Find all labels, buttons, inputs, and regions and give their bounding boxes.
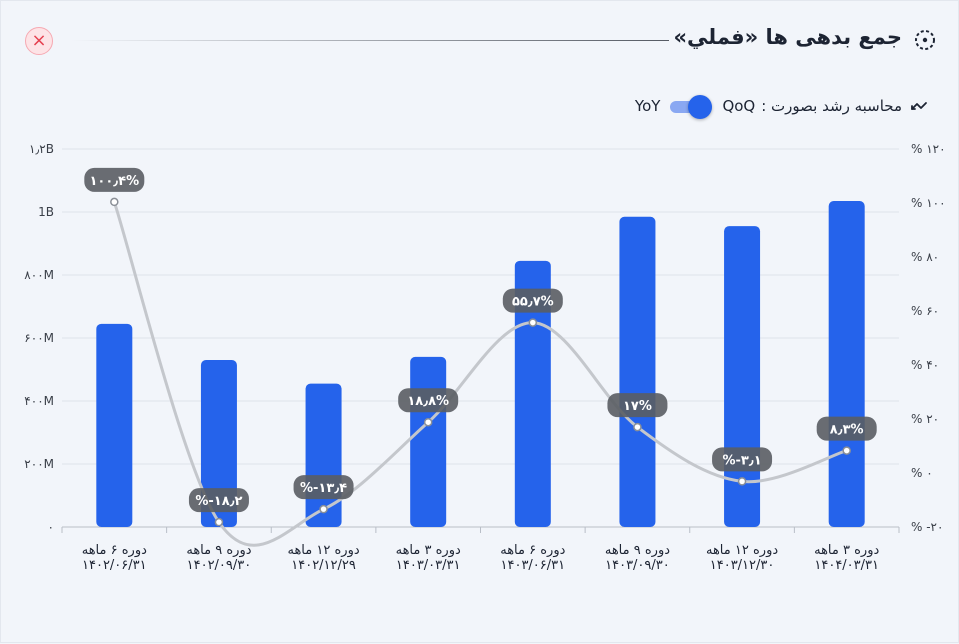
yoy-option-label[interactable]: YoY — [634, 97, 661, 115]
growth-point — [737, 477, 747, 486]
y-right-tick-label: % ۱۰۰ — [911, 196, 946, 210]
growth-label-badge — [84, 167, 145, 192]
growth-point — [423, 417, 433, 427]
bar — [410, 356, 447, 527]
y-right-tick-label: % ۶۰ — [911, 304, 939, 318]
growth-label: %-۱۸٫۲ — [195, 494, 242, 509]
y-left-tick-label: ۴۰۰M — [24, 394, 54, 408]
y-left-tick-label: 1B — [38, 205, 54, 219]
y-right-tick-label: % ۴۰ — [911, 358, 939, 372]
growth-label-badge — [188, 488, 249, 513]
growth-point — [110, 197, 119, 207]
x-tick-date-label: ۱۴۰۳/۰۳/۳۱ — [396, 558, 461, 573]
growth-label: ۸٫۳% — [830, 423, 864, 438]
x-tick-label: دوره ۳ ماهه — [396, 543, 461, 558]
y-left-tick-label: ۲۰۰M — [24, 457, 54, 471]
growth-point — [528, 318, 538, 327]
x-tick-label: دوره ۹ ماهه — [605, 543, 670, 558]
growth-label-badge — [607, 393, 668, 418]
title-divider — [71, 40, 669, 41]
y-right-tick-label: % ۲۰ — [911, 412, 939, 426]
close-icon: × — [31, 30, 47, 51]
growth-label-badge — [502, 288, 563, 313]
x-tick-label: دوره ۳ ماهه — [814, 543, 879, 558]
y-left-tick-label: ۸۰۰M — [24, 268, 54, 282]
qoq-option-label[interactable]: QoQ — [722, 97, 756, 115]
growth-toggle-row: محاسبه رشد بصورت : QoQ YoY — [635, 93, 928, 119]
growth-point — [842, 446, 851, 455]
x-tick-label: دوره ۱۲ ماهه — [287, 543, 359, 558]
y-right-tick-label: % -۲۰ — [911, 520, 943, 534]
chart-title: جمع بدهی ها «فملي» — [673, 25, 902, 49]
x-tick-date-label: ۱۴۰۳/۰۹/۳۰ — [605, 558, 670, 573]
dashed-circle-icon — [915, 30, 935, 50]
bar — [96, 323, 133, 527]
y-right-tick-label: % ۱۲۰ — [911, 142, 946, 156]
x-tick-label: دوره ۹ ماهه — [186, 543, 251, 558]
y-right-tick-label: % ۸۰ — [911, 250, 939, 264]
growth-point — [319, 504, 328, 514]
x-tick-date-label: ۱۴۰۴/۰۳/۳۱ — [814, 558, 879, 573]
trend-arrow-icon — [911, 102, 927, 110]
x-tick-label: دوره ۱۲ ماهه — [706, 543, 778, 558]
growth-label-badge — [712, 447, 773, 472]
growth-label-badge — [293, 475, 354, 500]
y-right-tick-label: % ۰ — [911, 466, 933, 480]
growth-label: %-۳٫۱ — [722, 453, 761, 468]
growth-point — [633, 422, 642, 432]
x-tick-label: دوره ۶ ماهه — [82, 543, 147, 558]
growth-mode-label: محاسبه رشد بصورت : — [761, 97, 902, 115]
growth-label: ۱۸٫۸% — [407, 394, 449, 409]
growth-label: ۵۵٫۷% — [512, 295, 554, 310]
growth-label: %-۱۳٫۴ — [300, 481, 347, 496]
y-left-tick-label: ۱٫۲B — [29, 142, 54, 156]
switch-knob — [688, 95, 713, 119]
bar — [200, 360, 237, 527]
x-tick-date-label: ۱۴۰۲/۰۹/۳۰ — [187, 558, 252, 573]
x-tick-date-label: ۱۴۰۲/۱۲/۲۹ — [291, 558, 356, 573]
growth-label-badge — [816, 416, 877, 441]
growth-label: ۱۷% — [623, 399, 652, 414]
bar — [619, 216, 656, 527]
growth-label-badge — [398, 388, 459, 413]
y-left-tick-label: ۰ — [48, 520, 54, 534]
x-tick-label: دوره ۶ ماهه — [500, 543, 565, 558]
bar — [828, 200, 865, 527]
x-tick-date-label: ۱۴۰۲/۰۶/۳۱ — [82, 558, 147, 573]
growth-label: ۱۰۰٫۴% — [89, 174, 139, 189]
growth-point — [214, 517, 224, 527]
y-left-tick-label: ۶۰۰M — [24, 331, 54, 345]
x-tick-date-label: ۱۴۰۳/۰۶/۳۱ — [501, 558, 566, 573]
close-button[interactable]: × — [25, 27, 53, 55]
x-tick-date-label: ۱۴۰۳/۱۲/۳۰ — [710, 558, 775, 573]
bar — [514, 260, 551, 527]
growth-mode-switch[interactable] — [670, 95, 713, 119]
